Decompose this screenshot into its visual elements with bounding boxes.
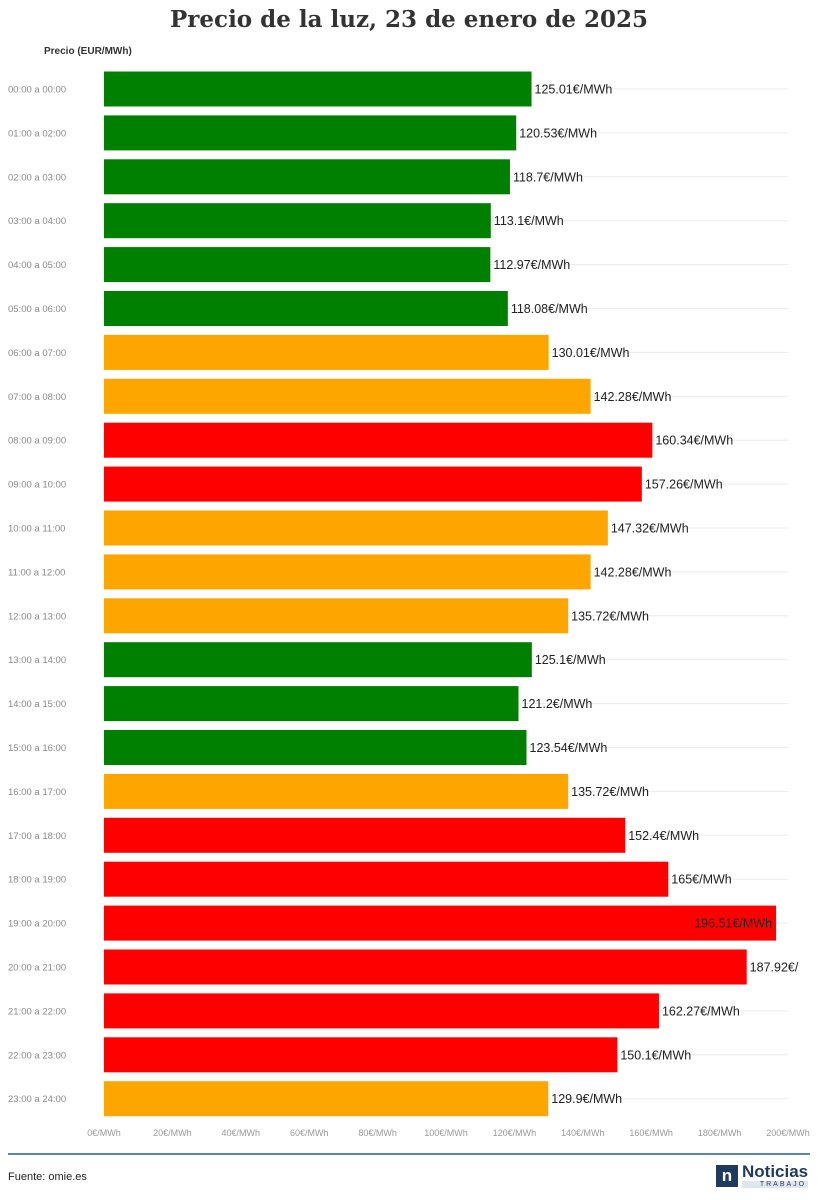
category-label: 05:00 a 06:00 xyxy=(8,304,66,315)
category-label: 16:00 a 17:00 xyxy=(8,787,66,798)
bar xyxy=(104,510,608,546)
x-tick-label: 160€/MWh xyxy=(629,1128,673,1138)
data-label: 135.72€/MWh xyxy=(571,609,649,623)
y-axis-label: Precio (EUR/MWh) xyxy=(44,46,132,57)
logo-name: Noticias xyxy=(742,1162,809,1181)
x-tick-label: 0€/MWh xyxy=(87,1128,121,1138)
bar xyxy=(104,159,510,195)
data-label: 135.72€/MWh xyxy=(571,785,649,799)
data-label: 152.4€/MWh xyxy=(628,829,699,843)
x-tick-label: 200€/MWh xyxy=(766,1128,810,1138)
category-label: 08:00 a 09:00 xyxy=(8,436,66,447)
data-label: 129.9€/MWh xyxy=(551,1092,622,1106)
data-label: 142.28€/MWh xyxy=(594,565,672,579)
category-label: 02:00 a 03:00 xyxy=(8,172,66,183)
category-label: 00:00 a 00:00 xyxy=(8,85,66,96)
data-label: 187.92€/ xyxy=(750,961,799,975)
data-label: 157.26€/MWh xyxy=(645,478,723,492)
bar xyxy=(104,334,549,370)
data-label: 142.28€/MWh xyxy=(594,390,672,404)
bar-chart: 0€/MWh 20€/MWh 40€/MWh 60€/MWh 80€/MWh 100€/M… xyxy=(8,71,810,1138)
category-label: 13:00 a 14:00 xyxy=(8,655,66,666)
data-label: 162.27€/MWh xyxy=(662,1004,740,1018)
data-label: 118.08€/MWh xyxy=(511,302,588,316)
bar xyxy=(104,905,777,941)
x-tick-label: 140€/MWh xyxy=(561,1128,605,1138)
category-label: 01:00 a 02:00 xyxy=(8,128,66,139)
bar xyxy=(104,466,642,502)
bar xyxy=(104,247,491,283)
category-label: 18:00 a 19:00 xyxy=(8,875,66,886)
data-label: 196.51€/MWh xyxy=(694,917,772,931)
category-label: 09:00 a 10:00 xyxy=(8,480,66,491)
data-label: 112.97€/MWh xyxy=(493,258,570,272)
x-tick-label: 20€/MWh xyxy=(153,1128,192,1138)
category-label: 06:00 a 07:00 xyxy=(8,348,66,359)
logo-subtitle: TRABAJO xyxy=(742,1181,809,1188)
category-label: 15:00 a 16:00 xyxy=(8,743,66,754)
data-label: 121.2€/MWh xyxy=(522,697,593,711)
bar xyxy=(104,949,747,985)
bar xyxy=(104,993,659,1029)
category-label: 04:00 a 05:00 xyxy=(8,260,66,271)
bar xyxy=(104,291,508,326)
bar xyxy=(104,598,569,634)
data-label: 147.32€/MWh xyxy=(611,522,689,536)
data-label: 118.7€/MWh xyxy=(513,170,583,184)
category-label: 10:00 a 11:00 xyxy=(8,524,65,535)
data-label: 130.01€/MWh xyxy=(552,346,630,360)
x-tick-label: 80€/MWh xyxy=(358,1128,397,1138)
bar xyxy=(104,554,591,590)
chart-title: Precio de la luz, 23 de enero de 2025 xyxy=(170,6,648,33)
bar xyxy=(104,422,653,458)
bar xyxy=(104,71,532,107)
data-label: 120.53€/MWh xyxy=(519,126,597,140)
category-label: 12:00 a 13:00 xyxy=(8,611,66,622)
data-label: 123.54€/MWh xyxy=(530,741,608,755)
x-tick-label: 120€/MWh xyxy=(493,1128,537,1138)
category-label: 21:00 a 22:00 xyxy=(8,1006,66,1017)
data-label: 160.34€/MWh xyxy=(655,434,733,448)
category-label: 22:00 a 23:00 xyxy=(8,1050,66,1061)
category-label: 19:00 a 20:00 xyxy=(8,919,66,930)
bar xyxy=(104,642,532,678)
source-text: Fuente: omie.es xyxy=(8,1171,87,1183)
category-label: 11:00 a 12:00 xyxy=(8,567,65,578)
x-tick-label: 40€/MWh xyxy=(222,1128,261,1138)
bar xyxy=(104,773,569,809)
category-label: 23:00 a 24:00 xyxy=(8,1094,66,1105)
category-label: 07:00 a 08:00 xyxy=(8,392,66,403)
x-tick-label: 60€/MWh xyxy=(290,1128,329,1138)
bar xyxy=(104,861,669,897)
data-label: 165€/MWh xyxy=(671,873,731,887)
category-label: 03:00 a 04:00 xyxy=(8,216,66,227)
data-label: 125.01€/MWh xyxy=(535,83,613,97)
category-label: 17:00 a 18:00 xyxy=(8,831,66,842)
bar xyxy=(104,1037,618,1073)
bar xyxy=(104,817,626,853)
data-label: 113.1€/MWh xyxy=(494,214,564,228)
bar xyxy=(104,1081,549,1117)
category-label: 14:00 a 15:00 xyxy=(8,699,66,710)
data-label: 125.1€/MWh xyxy=(535,653,606,667)
bar xyxy=(104,115,517,151)
bar xyxy=(104,203,491,239)
x-tick-label: 100€/MWh xyxy=(424,1128,468,1138)
bar xyxy=(104,730,527,765)
logo-icon: n xyxy=(716,1164,738,1187)
category-label: 20:00 a 21:00 xyxy=(8,963,66,974)
x-tick-label: 180€/MWh xyxy=(698,1128,742,1138)
footer-divider xyxy=(8,1153,810,1155)
bar xyxy=(104,686,519,722)
brand-logo: n Noticias TRABAJO xyxy=(716,1162,809,1188)
data-label: 150.1€/MWh xyxy=(620,1048,691,1062)
bar xyxy=(104,378,591,414)
